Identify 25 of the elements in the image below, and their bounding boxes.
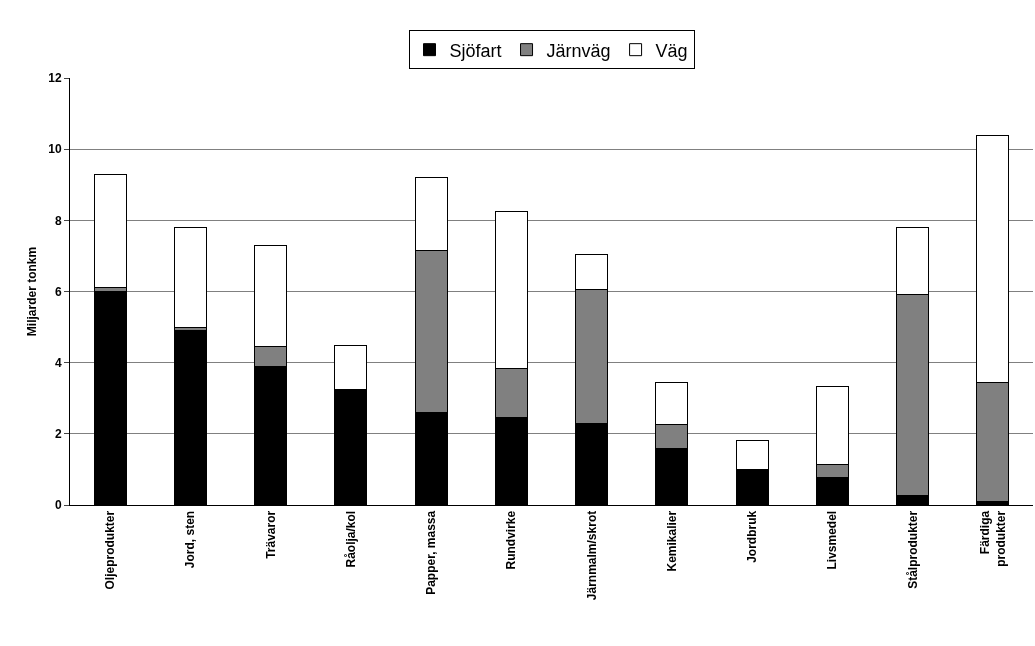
y-tick-label: 8 [54,213,62,228]
x-tick-label: Rundvirke [504,510,519,570]
y-tick-label: 2 [54,427,62,442]
x-tick-label: Livsmedel [825,510,840,570]
y-tick-label: 4 [54,355,62,370]
x-tick-label: Järnmalm/skrot [584,510,599,601]
y-tick-label: 0 [54,498,62,513]
legend-label: Sjöfart [449,40,502,61]
x-tick-label: Jordbruk [745,510,760,563]
x-tick-label: Oljeprodukter [103,510,118,590]
legend-label: Järnväg [546,40,611,61]
x-tick-label: Papper, massa [424,510,439,595]
x-tick-label: Jord, sten [183,510,198,569]
x-tick-label: Färdiga produkter [977,510,1008,567]
x-tick-label: Stålprodukter [905,510,920,589]
y-axis-title: Miljarder tonkm [25,246,39,337]
bar [93,173,127,288]
x-tick-label: Trävaror [263,510,278,559]
x-tick-label: Råolja/kol [343,510,358,568]
y-tick-label: 12 [48,71,62,86]
y-tick-label: 6 [54,284,62,299]
legend-label: Väg [655,40,688,61]
bar [173,226,207,328]
x-tick-label: Kemikalier [664,510,679,572]
y-tick-label: 10 [48,142,62,157]
